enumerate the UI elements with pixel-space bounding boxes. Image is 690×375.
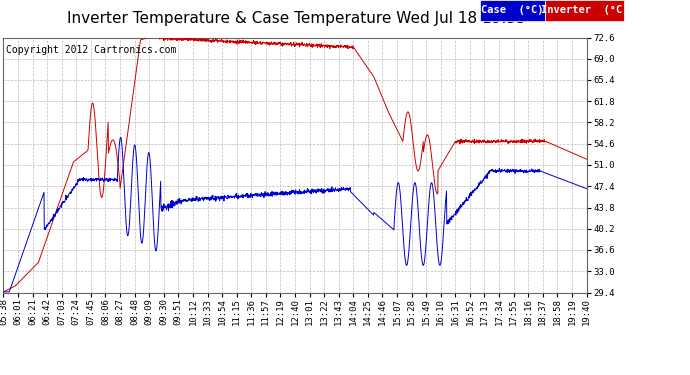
Text: Copyright 2012 Cartronics.com: Copyright 2012 Cartronics.com [6, 45, 177, 55]
Text: Inverter Temperature & Case Temperature Wed Jul 18 19:55: Inverter Temperature & Case Temperature … [68, 11, 526, 26]
Text: Case  (°C): Case (°C) [482, 5, 544, 15]
Text: Inverter  (°C): Inverter (°C) [541, 5, 628, 15]
